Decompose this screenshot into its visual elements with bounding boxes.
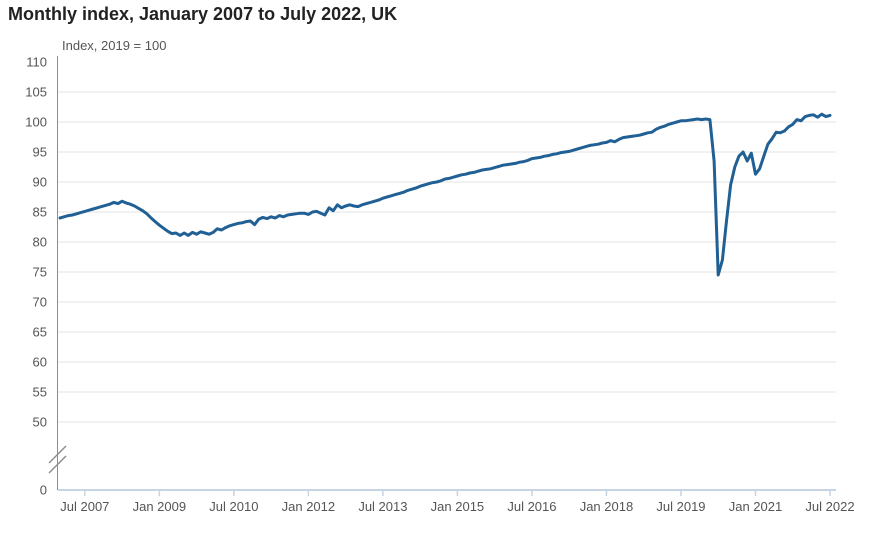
x-axis-label: Jul 2007: [60, 499, 109, 514]
data-line: [58, 112, 832, 277]
y-axis-label: 60: [33, 355, 47, 370]
x-axis-label: Jul 2019: [656, 499, 705, 514]
axis-break-icon: [48, 445, 67, 464]
x-axis-label: Jan 2021: [729, 499, 783, 514]
x-axis-label: Jul 2010: [209, 499, 258, 514]
y-axis-label: 70: [33, 295, 47, 310]
x-axis-label: Jul 2013: [358, 499, 407, 514]
y-axis-label: 75: [33, 265, 47, 280]
axis-break-icon: [48, 455, 67, 474]
y-axis-label: 100: [25, 115, 47, 130]
y-axis-label: 50: [33, 415, 47, 430]
y-axis-label: 95: [33, 145, 47, 160]
y-axis-label: 90: [33, 175, 47, 190]
chart-title: Monthly index, January 2007 to July 2022…: [8, 4, 398, 24]
x-axis-label: Jan 2012: [282, 499, 336, 514]
x-axis-label: Jan 2018: [580, 499, 634, 514]
y-axis-label: 65: [33, 325, 47, 340]
y-axis-label: 105: [25, 85, 47, 100]
y-axis-label: 85: [33, 205, 47, 220]
x-axis-label: Jan 2015: [431, 499, 485, 514]
y-axis-label: 55: [33, 385, 47, 400]
x-axis-label: Jan 2009: [133, 499, 187, 514]
chart-subtitle: Index, 2019 = 100: [62, 38, 167, 53]
y-axis-label: 80: [33, 235, 47, 250]
y-axis-label: 0: [40, 483, 47, 498]
x-axis-label: Jul 2016: [507, 499, 556, 514]
y-axis-label: 110: [26, 55, 47, 70]
x-axis-label: Jul 2022: [805, 499, 854, 514]
